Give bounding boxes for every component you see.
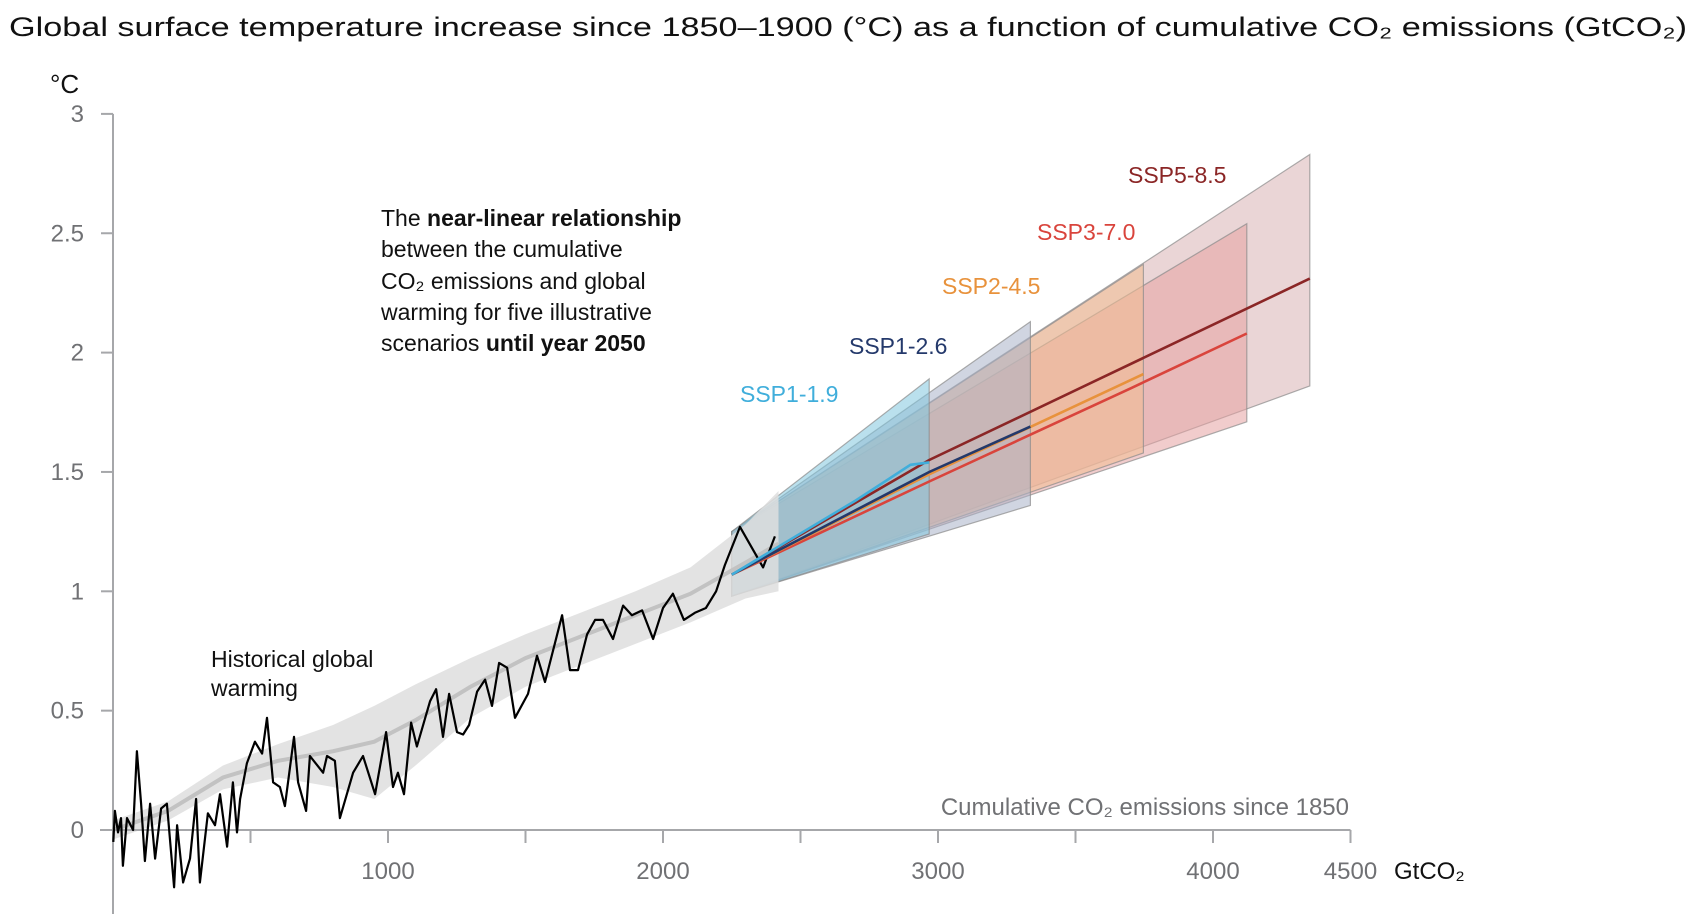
y-tick-label: 1.5	[51, 459, 84, 486]
x-axis-label: Cumulative CO₂ emissions since 1850	[941, 794, 1349, 821]
x-tick-label: 4500	[1324, 858, 1377, 885]
tick-labels: 0 0.5 1 1.5 2 2.5 3 1000 2000 3000 4000 4500	[51, 101, 1378, 885]
y-tick-label: 2	[71, 340, 84, 367]
y-tick-label: 0.5	[51, 698, 84, 725]
historical-label-line2: warming	[210, 675, 298, 701]
x-axis-unit: GtCO₂	[1394, 858, 1465, 885]
y-tick-label: 3	[71, 101, 84, 128]
axes	[100, 112, 1352, 914]
annotation: The near-linear relationship between the…	[380, 205, 681, 356]
y-tick-label: 0	[71, 817, 84, 844]
historical-label-line1: Historical global	[211, 646, 373, 672]
historical-uncertainty-band	[113, 491, 779, 840]
annotation-line1: The near-linear relationship	[381, 205, 681, 231]
median-line-ssp1-2-6	[731, 425, 1031, 576]
chart-title: Global surface temperature increase sinc…	[9, 12, 1687, 42]
x-tick-label: 2000	[636, 858, 689, 885]
label-ssp1-2.6: SSP1-2.6	[849, 333, 947, 359]
annotation-line2: between the cumulative	[381, 236, 623, 262]
historical-series	[112, 525, 776, 889]
annotation-text: The	[381, 205, 427, 231]
x-tick-label: 4000	[1186, 858, 1239, 885]
median-line-ssp1-1-9	[731, 461, 930, 576]
annotation-bold-text: until year 2050	[486, 330, 646, 356]
annotation-text: scenarios	[381, 330, 486, 356]
annotation-line5: scenarios until year 2050	[381, 330, 646, 356]
label-ssp1-1.9: SSP1-1.9	[740, 381, 838, 407]
label-ssp3-7.0: SSP3-7.0	[1037, 219, 1135, 245]
historical-line	[112, 525, 776, 889]
annotation-line3: CO₂ emissions and global	[381, 268, 646, 294]
historical-smoothed-band	[112, 491, 780, 840]
annotation-bold-text: near-linear relationship	[427, 205, 681, 231]
x-tick-label: 3000	[911, 858, 964, 885]
x-tick-label: 1000	[361, 858, 414, 885]
scenario-median-lines	[731, 277, 1311, 576]
y-tick-label: 1	[71, 578, 84, 605]
label-ssp2-4.5: SSP2-4.5	[942, 273, 1040, 299]
label-ssp5-8.5: SSP5-8.5	[1128, 162, 1226, 188]
median-line-ssp3-7-0	[731, 332, 1248, 576]
y-axis-label: °C	[50, 69, 79, 99]
historical-smoothed-line	[112, 541, 780, 832]
annotation-line4: warming for five illustrative	[380, 299, 652, 325]
y-tick-label: 2.5	[51, 220, 84, 247]
